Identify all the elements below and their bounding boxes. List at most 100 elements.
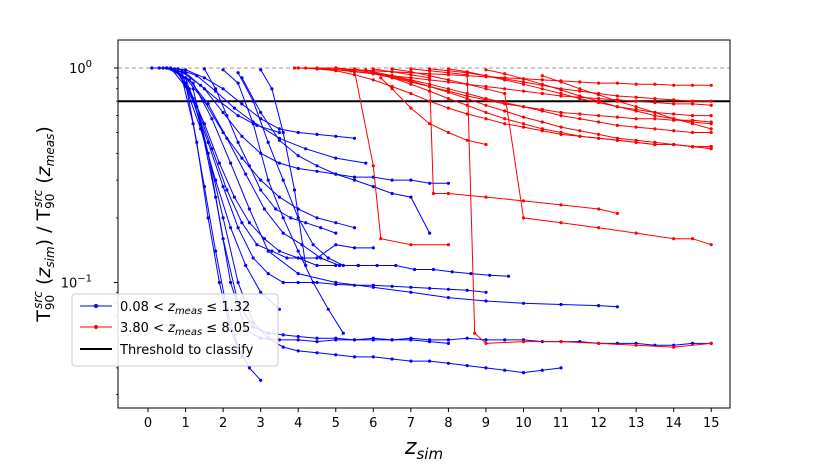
data-point	[390, 284, 394, 288]
data-point	[484, 110, 488, 115]
legend-entry-low-z: 0.08 < zmeas ≤ 1.32	[80, 300, 250, 317]
series-line	[365, 69, 712, 133]
data-point	[709, 147, 713, 151]
data-point	[653, 82, 657, 86]
series-line	[392, 68, 712, 246]
y-tick-label: 100	[69, 59, 92, 77]
data-point	[390, 74, 394, 78]
x-tick-label: 5	[332, 416, 340, 431]
data-point	[236, 114, 240, 118]
data-point	[615, 81, 620, 85]
x-tick-label: 11	[553, 416, 570, 431]
data-point	[409, 243, 413, 247]
series-line	[174, 69, 618, 308]
data-point	[540, 127, 544, 131]
x-tick-label: 8	[444, 416, 452, 431]
data-point	[690, 83, 695, 87]
data-point	[428, 359, 432, 363]
data-point	[653, 114, 657, 118]
data-point	[473, 331, 477, 335]
data-point	[465, 336, 469, 340]
data-point	[559, 91, 563, 96]
data-point	[277, 138, 281, 142]
data-point	[221, 87, 225, 91]
data-point	[634, 125, 638, 129]
data-point	[334, 69, 338, 73]
data-point	[352, 246, 357, 250]
data-point	[240, 134, 244, 138]
data-point	[597, 132, 601, 136]
legend-entry-threshold: Threshold to classify	[80, 343, 254, 358]
data-point	[315, 216, 319, 220]
data-point	[578, 112, 582, 116]
x-axis-title: zsim	[404, 435, 443, 463]
data-point	[296, 334, 300, 339]
data-point	[559, 114, 563, 118]
data-point	[176, 67, 180, 71]
data-point	[484, 142, 488, 147]
data-point	[672, 142, 676, 147]
data-point	[578, 97, 582, 101]
data-point	[229, 226, 233, 230]
data-point	[409, 91, 413, 96]
data-point	[634, 343, 638, 347]
data-point	[409, 178, 413, 182]
data-point	[311, 243, 315, 247]
data-point	[195, 74, 199, 78]
data-point	[484, 68, 488, 72]
data-point	[371, 338, 375, 342]
data-point	[352, 136, 357, 140]
data-point	[199, 83, 203, 87]
data-point	[334, 336, 338, 340]
data-point	[578, 129, 582, 133]
data-point	[409, 338, 413, 342]
data-point	[559, 80, 563, 84]
data-point	[709, 114, 713, 118]
data-point	[540, 109, 544, 113]
data-point	[315, 67, 319, 71]
data-point	[221, 110, 225, 115]
data-point	[503, 368, 507, 372]
data-point	[521, 216, 526, 220]
data-point	[559, 340, 563, 344]
data-point	[281, 216, 285, 220]
data-point	[446, 130, 450, 135]
data-point	[315, 280, 319, 285]
data-point	[240, 156, 244, 160]
series-line	[170, 67, 280, 310]
data-point	[210, 117, 214, 121]
data-point	[195, 140, 199, 144]
data-point	[244, 263, 248, 268]
data-point	[390, 87, 394, 91]
data-point	[334, 231, 338, 235]
data-point	[206, 216, 210, 220]
data-point	[206, 102, 210, 106]
data-point	[484, 103, 488, 107]
data-point	[690, 114, 695, 118]
x-tick-label: 9	[482, 416, 490, 431]
data-point	[315, 336, 319, 340]
data-point	[277, 130, 281, 135]
data-point	[597, 114, 601, 118]
data-point	[352, 178, 357, 182]
data-point	[341, 331, 345, 335]
data-point	[375, 263, 379, 268]
legend-label-low-z: 0.08 < zmeas ≤ 1.32	[120, 300, 250, 317]
data-point	[262, 207, 266, 211]
data-point	[503, 109, 507, 113]
data-point	[690, 122, 695, 126]
data-point	[270, 249, 274, 253]
data-point	[597, 93, 601, 97]
x-tick-label: 4	[294, 416, 302, 431]
data-point	[232, 106, 236, 110]
data-point	[315, 132, 319, 136]
data-point	[634, 231, 638, 235]
data-point	[484, 87, 488, 91]
data-point	[202, 67, 206, 71]
data-point	[428, 231, 432, 235]
data-point	[390, 67, 394, 71]
data-point	[296, 338, 300, 342]
x-axis: 0 1 2 3 4 5 6 7 8 9 10 11 12 13 14 15	[144, 408, 720, 431]
data-point	[634, 99, 638, 103]
data-point	[232, 195, 236, 199]
